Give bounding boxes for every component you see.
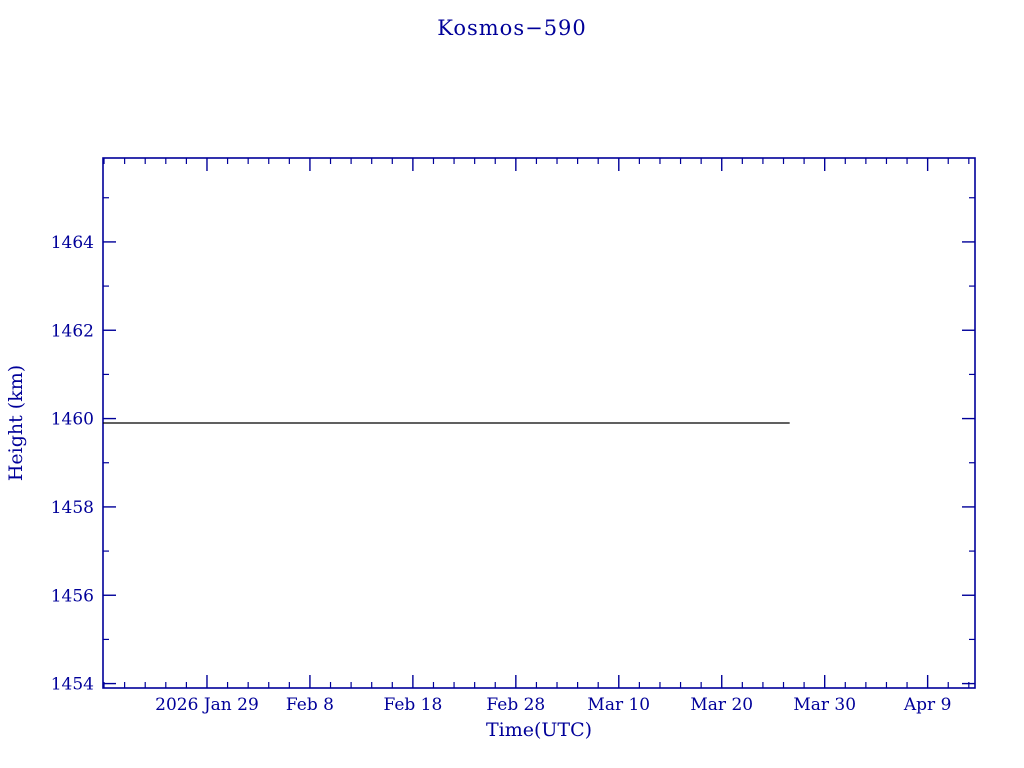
x-tick-label: Apr 9 — [903, 695, 952, 715]
x-tick-label: Feb 8 — [286, 695, 334, 715]
x-tick-label: Mar 30 — [793, 695, 856, 715]
y-tick-label: 1456 — [51, 586, 94, 606]
x-tick-label: 2026 Jan 29 — [155, 695, 259, 715]
y-tick-label: 1464 — [51, 233, 94, 253]
x-tick-label: Feb 18 — [383, 695, 442, 715]
x-tick-label: Mar 10 — [587, 695, 650, 715]
x-axis-label: Time(UTC) — [485, 719, 593, 741]
y-tick-label: 1458 — [51, 498, 94, 518]
chart-title: Kosmos−590 — [437, 16, 587, 40]
x-tick-label: Mar 20 — [690, 695, 753, 715]
x-tick-label: Feb 28 — [486, 695, 545, 715]
y-tick-label: 1460 — [51, 410, 94, 430]
y-tick-label: 1454 — [51, 675, 94, 695]
y-tick-label: 1462 — [51, 321, 94, 341]
